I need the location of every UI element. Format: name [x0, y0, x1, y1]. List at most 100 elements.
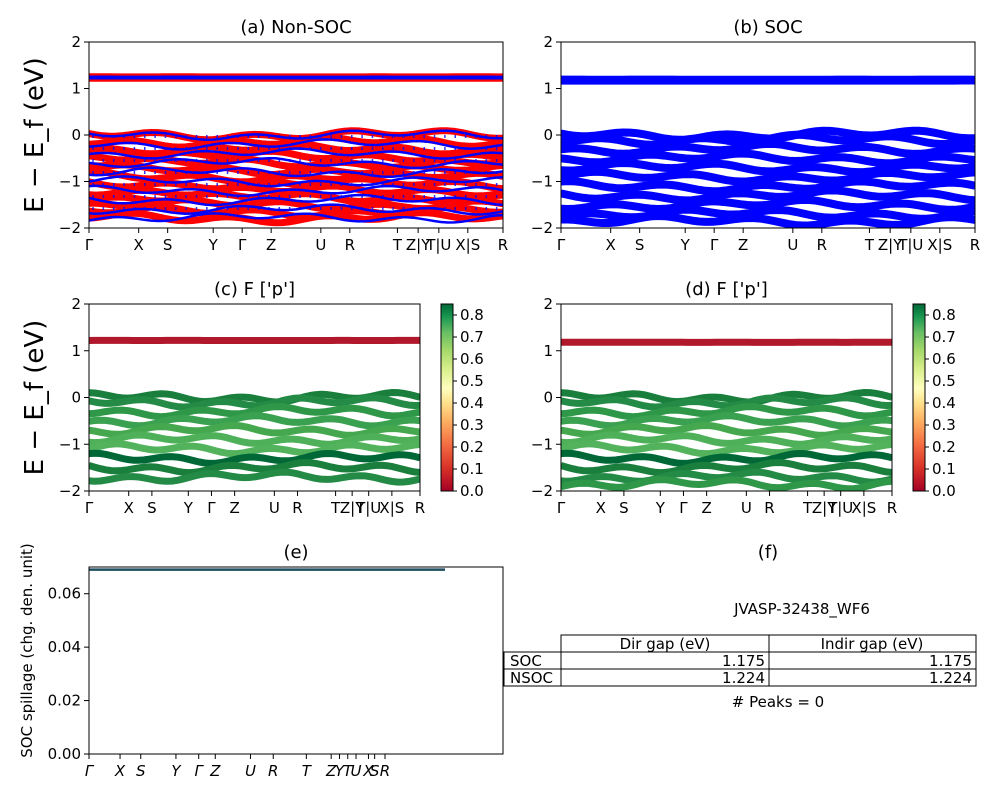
ytick-label: 1	[71, 342, 81, 360]
xtick-label: R	[292, 499, 302, 517]
table-cell: 1.224	[929, 669, 972, 687]
ytick-label: 0	[543, 126, 553, 144]
band-line	[561, 449, 892, 467]
xtick-label: U	[741, 499, 752, 517]
xtick-label: Y	[655, 499, 666, 517]
band-line	[561, 431, 892, 448]
xtick-label: Z	[209, 762, 221, 780]
xtick-label: Y	[183, 499, 194, 517]
band-line	[561, 403, 892, 421]
band-line	[89, 129, 503, 142]
axes-frame	[560, 41, 976, 229]
xtick-label: Γ	[679, 499, 688, 517]
panel-a: 210−1−2Γ X S Y Γ Z U R T Z|YT|U X|S R(a) Non-SOC	[59, 17, 508, 254]
ytick-label: −1	[531, 435, 553, 453]
band-line	[89, 403, 420, 421]
panel-c: 210−1−2Γ X S Y Γ Z U R T Z|YT|UX|S R0.00.10.20.30.…	[59, 279, 484, 517]
band-line	[89, 161, 503, 179]
band-line	[89, 193, 503, 207]
colorbar-tick-label: 0.0	[460, 482, 484, 500]
band-line	[89, 175, 503, 188]
y-axis-label: SOC spillage (chg. den. unit)	[18, 543, 36, 758]
table-row-label: NSOC	[510, 669, 553, 687]
panel-b: 210−1−2Γ X S Y Γ Z U R T Z|YT|U X|S R(b) SOC	[531, 17, 980, 254]
xtick-label: X|S	[455, 236, 480, 254]
xtick-label: S	[619, 499, 629, 517]
colorbar-tick-label: 0.0	[932, 482, 956, 500]
xtick-label: Z	[325, 762, 337, 780]
xtick-label: S	[370, 762, 380, 780]
ytick-label: 2	[543, 33, 553, 51]
colorbar-tick-label: 0.6	[932, 350, 956, 368]
xtick-label: R	[415, 499, 425, 517]
plot-area	[89, 73, 503, 227]
xtick-label: R	[764, 499, 774, 517]
ytick-label: −2	[59, 219, 81, 237]
xtick-label: U	[269, 499, 280, 517]
xtick-label: X	[134, 236, 144, 254]
xtick-label: Z|Y	[406, 236, 431, 254]
ytick-label: 0	[543, 389, 553, 407]
colorbar-tick-label: 0.1	[460, 460, 484, 478]
band-line	[561, 440, 892, 458]
band-line	[89, 449, 420, 467]
xtick-label: R	[970, 236, 980, 254]
xtick-label: T	[392, 236, 403, 254]
ytick-label: −1	[531, 173, 553, 191]
xtick-label: Γ	[85, 499, 94, 517]
xtick-label: T	[343, 762, 354, 780]
ytick-label: 0.06	[48, 585, 81, 603]
table-cell: 1.224	[722, 669, 765, 687]
band-line	[561, 159, 975, 177]
band-line	[561, 212, 975, 228]
xtick-label: Z	[266, 236, 276, 254]
colorbar-tick-label: 0.6	[460, 350, 484, 368]
colorbar-tick-label: 0.1	[932, 460, 956, 478]
xtick-label: T|U	[827, 499, 853, 517]
plot-area	[561, 75, 975, 228]
band-line	[561, 394, 892, 411]
xtick-label: X	[124, 499, 134, 517]
xtick-label: R	[498, 236, 508, 254]
ytick-label: 0.02	[48, 692, 81, 710]
band-line	[89, 166, 503, 179]
y-axis-label: E − E_f (eV)	[20, 320, 50, 476]
xtick-label: T|U	[355, 499, 381, 517]
panel-d: 210−1−2Γ X S Y Γ Z U R T Z|YT|UX|S R0.00.10.20.30.…	[531, 279, 956, 517]
band-line	[89, 440, 420, 458]
band-line	[89, 212, 503, 224]
band-line	[89, 156, 503, 170]
band-line	[89, 422, 420, 439]
xtick-label: R	[268, 762, 278, 780]
band-line	[561, 412, 892, 430]
xtick-label: U	[315, 236, 326, 254]
ytick-label: −1	[59, 435, 81, 453]
panel-f: (f) JVASP-32438_WF6 Dir gap (eV) Indir gap …	[503, 542, 977, 711]
colorbar-tick-label: 0.7	[932, 328, 956, 346]
xtick-label: Z	[229, 499, 239, 517]
band-line	[89, 394, 420, 411]
ytick-label: 0.00	[48, 745, 81, 763]
table-row-label: SOC	[510, 652, 542, 670]
xtick-label: T	[302, 762, 313, 780]
band-line	[89, 138, 503, 151]
band-line	[89, 431, 420, 448]
colorbar	[912, 303, 926, 492]
xtick-label: Y	[208, 236, 219, 254]
xtick-label: S	[163, 236, 173, 254]
xtick-label: Z|Y	[340, 499, 365, 517]
ytick-label: 2	[71, 33, 81, 51]
ytick-label: 0.04	[48, 638, 81, 656]
colorbar-tick-label: 0.2	[460, 438, 484, 456]
band-line	[561, 422, 892, 439]
xtick-label: U	[787, 236, 798, 254]
xtick-label: Z|Y	[812, 499, 837, 517]
band-line	[561, 177, 975, 196]
xtick-label: U	[351, 762, 362, 780]
xtick-label: Y	[335, 762, 346, 780]
band-line	[561, 195, 975, 214]
band-line	[89, 147, 503, 160]
band-line	[561, 476, 892, 491]
xtick-label: Y	[680, 236, 691, 254]
colorbar-tick-label: 0.5	[460, 372, 484, 390]
